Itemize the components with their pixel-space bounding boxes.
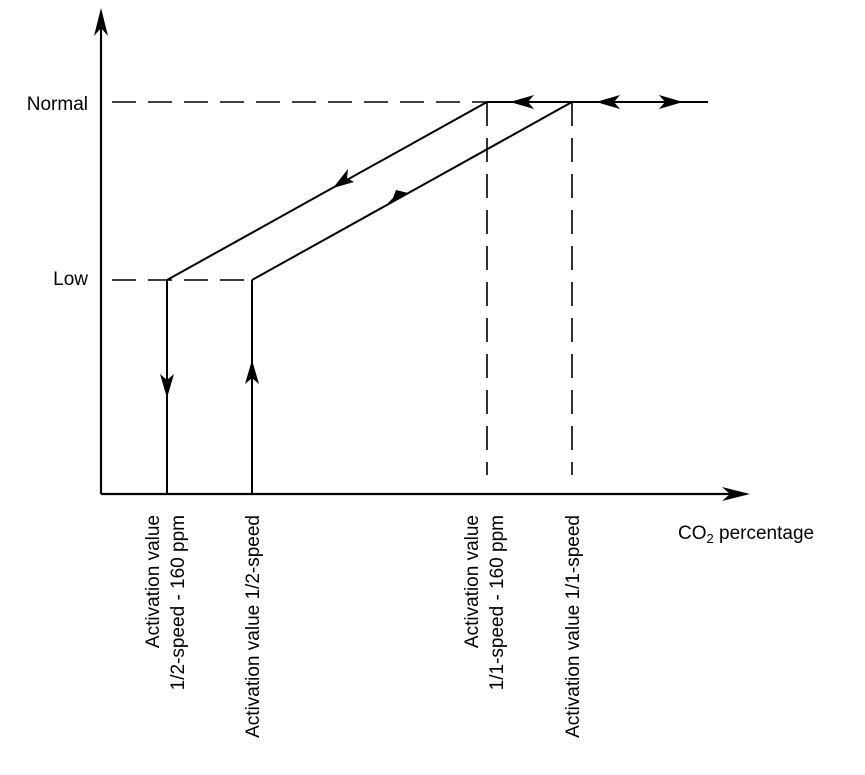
threshold-label-1-1-minus-160-line2: 1/1-speed - 160 ppm xyxy=(487,515,508,690)
threshold-label-1-2-minus-160: Activation value 1/2-speed - 160 ppm xyxy=(143,515,189,690)
x-axis-arrowhead xyxy=(722,487,750,501)
threshold-label-1-1-minus-160: Activation value 1/1-speed - 160 ppm xyxy=(462,515,508,690)
y-label-low: Low xyxy=(53,269,88,290)
arrow-right-on-top-line xyxy=(659,95,683,109)
x-axis-title: CO2 percentage xyxy=(678,523,814,546)
y-label-normal: Normal xyxy=(27,94,88,115)
increasing-diagonal-line xyxy=(251,101,573,281)
x-axis-title-subscript: 2 xyxy=(707,531,714,546)
decreasing-diagonal-line xyxy=(166,101,488,281)
threshold-label-1-1-speed-line1: Activation value 1/1-speed xyxy=(563,515,584,738)
threshold-label-1-2-minus-160-line2: 1/2-speed - 160 ppm xyxy=(168,515,189,690)
arrow-left-on-top-line xyxy=(510,95,534,109)
y-axis-arrowhead xyxy=(94,8,108,36)
arrow-left-on-top-line-right xyxy=(596,95,620,109)
threshold-label-1-2-speed-line1: Activation value 1/2-speed xyxy=(243,515,264,738)
threshold-label-1-2-speed: Activation value 1/2-speed xyxy=(243,515,264,738)
x-axis-title-main: CO xyxy=(678,523,707,544)
arrow-up-on-right-vertical xyxy=(245,360,259,384)
arrow-up-right-on-increasing-diagonal xyxy=(387,190,408,204)
x-axis-title-rest: percentage xyxy=(714,523,814,544)
threshold-label-1-2-minus-160-line1: Activation value xyxy=(143,515,164,648)
arrow-down-on-left-vertical xyxy=(160,374,174,398)
threshold-label-1-1-minus-160-line1: Activation value xyxy=(462,515,483,648)
arrow-down-left-on-decreasing-diagonal xyxy=(333,169,354,188)
threshold-label-1-1-speed: Activation value 1/1-speed xyxy=(563,515,584,738)
